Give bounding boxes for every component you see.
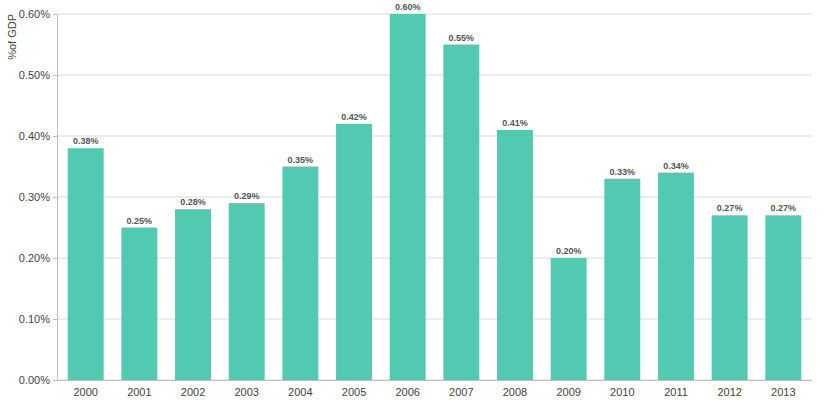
x-tick: 2006 — [395, 380, 419, 398]
x-tick-label: 2011 — [664, 386, 688, 398]
grid — [57, 14, 812, 380]
data-label: 0.34% — [663, 161, 689, 171]
bar — [336, 124, 372, 380]
data-label: 0.55% — [449, 33, 475, 43]
x-tick: 2004 — [288, 380, 312, 398]
y-tick-mark — [53, 380, 57, 381]
y-tick-label: 0.40% — [19, 130, 50, 142]
data-labels: 0.38% 0.25% 0.28% 0.29% 0.35% 0.42% 0.60% 0.55%… — [73, 2, 796, 256]
x-tick-label: 2001 — [127, 386, 151, 398]
bars — [68, 14, 802, 380]
data-label: 0.41% — [502, 118, 528, 128]
x-tick: 2011 — [664, 380, 688, 398]
y-tick-label: 0.10% — [19, 313, 50, 325]
x-tick: 2000 — [73, 380, 97, 398]
x-tick-label: 2005 — [342, 386, 366, 398]
y-axis-title: %of GDP — [6, 14, 18, 60]
y-tick-mark — [53, 14, 57, 15]
bar — [229, 203, 265, 380]
data-label: 0.27% — [771, 203, 797, 213]
x-tick-label: 2012 — [717, 386, 741, 398]
grid-line — [57, 258, 812, 259]
x-tick-label: 2004 — [288, 386, 312, 398]
x-tick-label: 2008 — [503, 386, 527, 398]
grid-line — [57, 136, 812, 137]
x-tick-label: 2009 — [556, 386, 580, 398]
x-tick-label: 2006 — [395, 386, 419, 398]
y-tick-mark — [53, 197, 57, 198]
data-label: 0.20% — [556, 246, 582, 256]
y-tick: 0.40% — [19, 130, 57, 142]
grid-line — [57, 380, 812, 381]
grid-line — [57, 75, 812, 76]
x-tick: 2001 — [127, 380, 151, 398]
bar — [390, 14, 426, 380]
y-tick-label: 0.50% — [19, 69, 50, 81]
y-tick-mark — [53, 258, 57, 259]
data-label: 0.33% — [610, 167, 636, 177]
x-tick: 2005 — [342, 380, 366, 398]
x-tick: 2008 — [503, 380, 527, 398]
data-label: 0.35% — [288, 155, 314, 165]
grid-line — [57, 197, 812, 198]
bar — [282, 167, 318, 381]
data-label: 0.38% — [73, 136, 99, 146]
data-label: 0.29% — [234, 191, 260, 201]
y-tick: 0.00% — [19, 374, 57, 386]
y-tick: 0.50% — [19, 69, 57, 81]
data-label: 0.27% — [717, 203, 743, 213]
bar — [175, 209, 211, 380]
x-tick-label: 2013 — [771, 386, 795, 398]
y-tick-mark — [53, 136, 57, 137]
chart: 0.00%0.10%0.20%0.30%0.40%0.50%0.60%20002… — [0, 0, 824, 413]
y-tick-mark — [53, 319, 57, 320]
x-axis-line — [58, 380, 813, 381]
bar — [765, 215, 801, 380]
y-tick: 0.60% — [19, 8, 57, 20]
x-tick: 2012 — [717, 380, 741, 398]
y-axis: 0.00% 0.10% 0.20% 0.30% 0.40% 0.50% 0.60% — [19, 8, 58, 386]
x-tick-label: 2010 — [610, 386, 634, 398]
x-axis: 2000 2001 2002 2003 2004 2005 2006 2007 2008 2009… — [58, 380, 813, 398]
y-tick: 0.20% — [19, 252, 57, 264]
bar — [443, 45, 479, 381]
x-tick: 2003 — [234, 380, 258, 398]
x-tick: 2002 — [181, 380, 205, 398]
x-tick-label: 2000 — [73, 386, 97, 398]
bar — [551, 258, 587, 380]
x-tick: 2007 — [449, 380, 473, 398]
bar — [658, 173, 694, 380]
x-tick-label: 2002 — [181, 386, 205, 398]
plot: 0.00%0.10%0.20%0.30%0.40%0.50%0.60%20002… — [19, 2, 813, 398]
x-tick: 2009 — [556, 380, 580, 398]
data-label: 0.28% — [180, 197, 206, 207]
x-tick: 2013 — [771, 380, 795, 398]
bar — [68, 148, 104, 380]
y-tick-mark — [53, 75, 57, 76]
grid-line — [57, 14, 812, 15]
bar — [604, 179, 640, 380]
y-tick-label: 0.20% — [19, 252, 50, 264]
bar — [121, 228, 157, 381]
x-tick-label: 2007 — [449, 386, 473, 398]
x-tick: 2010 — [610, 380, 634, 398]
data-label: 0.42% — [341, 112, 367, 122]
y-axis-line — [57, 15, 58, 381]
grid-line — [57, 319, 812, 320]
y-tick-label: 0.30% — [19, 191, 50, 203]
data-label: 0.60% — [395, 2, 421, 12]
y-tick: 0.10% — [19, 313, 57, 325]
y-tick-label: 0.60% — [19, 8, 50, 20]
bar — [497, 130, 533, 380]
x-tick-label: 2003 — [234, 386, 258, 398]
bar — [712, 215, 748, 380]
y-tick-label: 0.00% — [19, 374, 50, 386]
y-tick: 0.30% — [19, 191, 57, 203]
data-label: 0.25% — [127, 216, 153, 226]
